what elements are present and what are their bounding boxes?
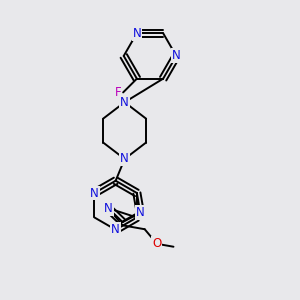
Text: N: N xyxy=(120,152,129,166)
Text: N: N xyxy=(133,27,141,40)
Text: N: N xyxy=(104,202,112,215)
Text: N: N xyxy=(90,187,99,200)
Text: N: N xyxy=(172,50,181,62)
Text: N: N xyxy=(136,206,145,219)
Text: N: N xyxy=(120,96,129,109)
Text: N: N xyxy=(111,223,120,236)
Text: O: O xyxy=(152,237,162,250)
Text: F: F xyxy=(114,86,121,99)
